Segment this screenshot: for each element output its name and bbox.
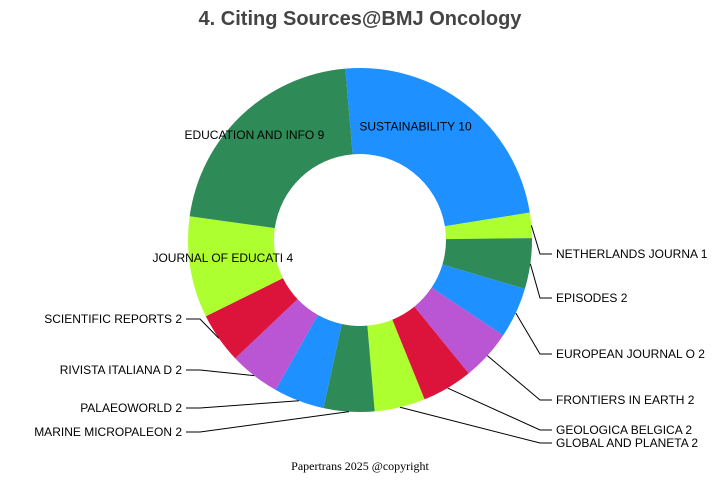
label-rivista-italiana-d: RIVISTA ITALIANA D 2 — [60, 363, 183, 377]
leader-netherlands-journa — [530, 225, 552, 255]
leader-frontiers-in-earth — [487, 355, 552, 401]
slice-palaeoworld — [275, 314, 342, 409]
leader-rivista-italiana-d — [186, 369, 255, 377]
leader-palaeoworld — [186, 400, 299, 409]
slice-marine-micropaleon — [323, 324, 375, 413]
label-netherlands-journa: NETHERLANDS JOURNA 1 — [556, 247, 708, 261]
label-palaeoworld: PALAEOWORLD 2 — [80, 401, 182, 415]
slice-sustainability — [345, 68, 530, 227]
slice-frontiers-in-earth — [414, 287, 504, 374]
slice-european-journal-o — [431, 264, 525, 336]
leader-european-journal-o — [515, 312, 552, 355]
chart-title: 4. Citing Sources@BMJ Oncology — [199, 8, 523, 30]
slice-rivista-italiana-d — [235, 299, 318, 390]
label-geologica-belgica: GEOLOGICA BELGICA 2 — [556, 423, 692, 437]
label-sustainability: SUSTAINABILITY 10 — [359, 119, 472, 133]
slices — [188, 68, 532, 413]
slice-geologica-belgica — [392, 306, 469, 400]
chart-footer: Papertrans 2025 @copyright — [291, 459, 429, 473]
leader-scientific-reports — [186, 318, 220, 339]
slice-journal-of-educati — [188, 216, 283, 317]
slice-scientific-reports — [205, 278, 298, 359]
label-global-and-planeta: GLOBAL AND PLANETA 2 — [556, 436, 698, 450]
label-episodes: EPISODES 2 — [556, 291, 628, 305]
label-education-and-info: EDUCATION AND INFO 9 — [184, 128, 324, 142]
label-marine-micropaleon: MARINE MICROPALEON 2 — [34, 425, 182, 439]
leader-geologica-belgica — [447, 387, 552, 431]
leader-marine-micropaleon — [186, 411, 350, 433]
label-european-journal-o: EUROPEAN JOURNAL O 2 — [556, 347, 705, 361]
slice-education-and-info — [189, 68, 353, 229]
leader-lines — [186, 225, 552, 444]
leader-episodes — [529, 263, 552, 299]
label-scientific-reports: SCIENTIFIC REPORTS 2 — [44, 312, 182, 326]
leader-global-and-planeta — [399, 406, 552, 444]
slice-episodes — [442, 238, 532, 289]
slice-labels: SUSTAINABILITY 10 NETHERLANDS JOURNA 1 EPI… — [34, 119, 708, 450]
slice-global-and-planeta — [367, 319, 425, 412]
slice-netherlands-journa — [444, 212, 532, 240]
label-frontiers-in-earth: FRONTIERS IN EARTH 2 — [556, 393, 695, 407]
label-journal-of-educati: JOURNAL OF EDUCATI 4 — [152, 251, 293, 265]
